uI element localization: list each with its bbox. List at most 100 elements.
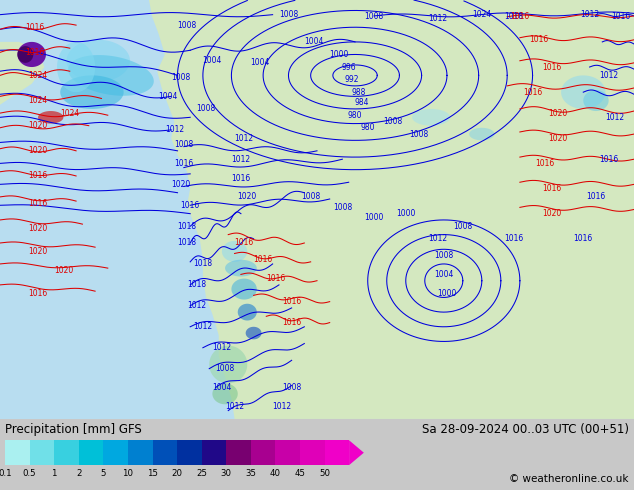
Text: 1012: 1012 bbox=[225, 402, 244, 411]
Text: 40: 40 bbox=[270, 469, 281, 478]
Text: 1016: 1016 bbox=[510, 12, 529, 21]
Text: 1016: 1016 bbox=[235, 239, 254, 247]
Text: 1020: 1020 bbox=[548, 134, 567, 143]
Polygon shape bbox=[149, 0, 634, 419]
Text: 1012: 1012 bbox=[165, 125, 184, 134]
Text: 980: 980 bbox=[348, 111, 362, 120]
Text: 1016: 1016 bbox=[529, 35, 548, 44]
Text: 1012: 1012 bbox=[231, 155, 250, 164]
Text: 988: 988 bbox=[351, 88, 365, 97]
Text: 1016: 1016 bbox=[181, 201, 200, 210]
Text: 1020: 1020 bbox=[548, 109, 567, 118]
Text: 1016: 1016 bbox=[542, 63, 561, 72]
Text: 1000: 1000 bbox=[365, 213, 384, 222]
Text: 1016: 1016 bbox=[542, 184, 561, 193]
Text: 1024: 1024 bbox=[60, 109, 79, 118]
Text: 1012: 1012 bbox=[428, 234, 447, 244]
Bar bbox=[275, 441, 300, 465]
Polygon shape bbox=[561, 75, 605, 109]
Polygon shape bbox=[68, 55, 154, 96]
Text: 996: 996 bbox=[341, 63, 356, 72]
Text: 1020: 1020 bbox=[29, 224, 48, 233]
Text: 984: 984 bbox=[354, 98, 368, 107]
Text: 15: 15 bbox=[147, 469, 158, 478]
Text: 1016: 1016 bbox=[586, 193, 605, 201]
Text: 1004: 1004 bbox=[304, 37, 323, 47]
Bar bbox=[103, 441, 128, 465]
Polygon shape bbox=[349, 441, 364, 465]
Text: 1020: 1020 bbox=[238, 193, 257, 201]
Text: 1004: 1004 bbox=[203, 56, 222, 65]
Text: 1008: 1008 bbox=[453, 222, 472, 231]
Polygon shape bbox=[225, 260, 257, 276]
Text: 1008: 1008 bbox=[333, 203, 352, 212]
Text: 1008: 1008 bbox=[197, 104, 216, 113]
Polygon shape bbox=[246, 327, 262, 340]
Text: 1016: 1016 bbox=[282, 297, 301, 306]
Text: 1016: 1016 bbox=[231, 173, 250, 183]
Bar bbox=[300, 441, 325, 465]
Polygon shape bbox=[212, 383, 238, 404]
Text: 1008: 1008 bbox=[365, 12, 384, 21]
Text: 980: 980 bbox=[361, 123, 375, 132]
Text: 1008: 1008 bbox=[216, 364, 235, 373]
Polygon shape bbox=[57, 42, 95, 92]
Text: 1008: 1008 bbox=[282, 383, 301, 392]
Text: 1016: 1016 bbox=[574, 234, 593, 244]
Text: 1024: 1024 bbox=[29, 96, 48, 105]
Text: 20: 20 bbox=[172, 469, 183, 478]
Text: 1016: 1016 bbox=[536, 159, 555, 168]
Text: 1008: 1008 bbox=[174, 140, 193, 149]
Polygon shape bbox=[38, 111, 63, 123]
Bar bbox=[128, 441, 153, 465]
Text: 1008: 1008 bbox=[171, 73, 190, 82]
Polygon shape bbox=[209, 345, 247, 383]
Text: 1000: 1000 bbox=[330, 50, 349, 59]
Text: 1012: 1012 bbox=[428, 14, 447, 24]
Text: 1020: 1020 bbox=[29, 247, 48, 256]
Bar bbox=[251, 441, 275, 465]
Text: 1008: 1008 bbox=[434, 251, 453, 260]
Text: 1016: 1016 bbox=[612, 12, 631, 21]
Text: 1016: 1016 bbox=[29, 198, 48, 208]
Text: 1024: 1024 bbox=[29, 71, 48, 80]
Text: 1012: 1012 bbox=[193, 322, 212, 331]
Text: 1020: 1020 bbox=[54, 266, 73, 275]
Polygon shape bbox=[60, 75, 124, 109]
Text: 1012: 1012 bbox=[599, 71, 618, 80]
Text: 35: 35 bbox=[245, 469, 256, 478]
Bar bbox=[226, 441, 251, 465]
Bar bbox=[55, 441, 79, 465]
Text: 5: 5 bbox=[101, 469, 106, 478]
Text: 1016: 1016 bbox=[254, 255, 273, 264]
Text: 2: 2 bbox=[76, 469, 82, 478]
Text: 30: 30 bbox=[221, 469, 232, 478]
Text: 1020: 1020 bbox=[542, 209, 561, 218]
Text: 1016: 1016 bbox=[174, 159, 193, 168]
Polygon shape bbox=[583, 90, 609, 111]
Polygon shape bbox=[67, 40, 130, 82]
Text: 10: 10 bbox=[122, 469, 133, 478]
Polygon shape bbox=[412, 109, 450, 125]
Text: 1012: 1012 bbox=[235, 134, 254, 143]
Text: 0.5: 0.5 bbox=[23, 469, 37, 478]
Bar bbox=[325, 441, 349, 465]
Text: 1018: 1018 bbox=[178, 239, 197, 247]
Polygon shape bbox=[18, 46, 34, 63]
Text: 0.1: 0.1 bbox=[0, 469, 12, 478]
Text: 1008: 1008 bbox=[301, 193, 320, 201]
Bar bbox=[5, 441, 30, 465]
Text: 1004: 1004 bbox=[250, 58, 269, 67]
Text: 50: 50 bbox=[319, 469, 330, 478]
Text: 1012: 1012 bbox=[212, 343, 231, 352]
Text: 1004: 1004 bbox=[158, 92, 178, 101]
Text: 1020: 1020 bbox=[171, 180, 190, 189]
Bar bbox=[79, 441, 103, 465]
Text: 1016: 1016 bbox=[523, 88, 542, 97]
Text: 1016: 1016 bbox=[282, 318, 301, 327]
Text: 1000: 1000 bbox=[396, 209, 415, 218]
Bar bbox=[30, 441, 55, 465]
Text: 1012: 1012 bbox=[605, 113, 624, 122]
Text: 1012: 1012 bbox=[580, 10, 599, 19]
Text: 1004: 1004 bbox=[212, 383, 231, 392]
